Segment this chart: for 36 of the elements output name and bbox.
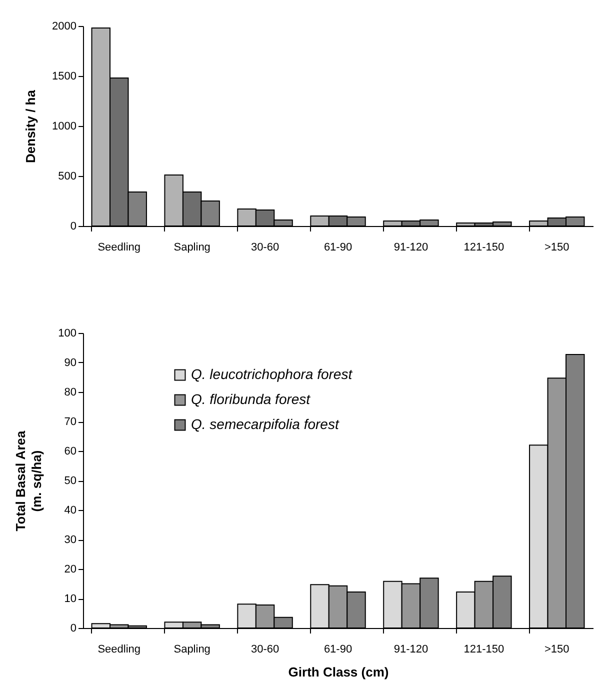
y-tick-label: 0 bbox=[70, 220, 76, 232]
x-tick-label: Seedling bbox=[98, 242, 141, 254]
y-tick-label: 20 bbox=[64, 564, 76, 576]
legend-label: Q. floribunda forest bbox=[191, 391, 312, 407]
x-tick-label: 121-150 bbox=[464, 242, 504, 254]
legend-label: Q. semecarpifolia forest bbox=[191, 416, 340, 432]
x-axis-title: Girth Class (cm) bbox=[288, 664, 389, 680]
x-tick-label: 61-90 bbox=[324, 242, 352, 254]
x-tick-label: Sapling bbox=[174, 644, 210, 656]
y-tick-label: 0 bbox=[70, 622, 76, 634]
y-tick-label: 1500 bbox=[52, 70, 76, 82]
x-tick-label: 30-60 bbox=[250, 242, 280, 254]
y-tick-label: 2000 bbox=[52, 20, 76, 32]
y-axis-title: Total Basal Area (m. sq/ha) bbox=[13, 430, 44, 532]
y-tick-label: 70 bbox=[64, 416, 76, 428]
y-tick-label: 80 bbox=[64, 386, 76, 398]
legend-label: Q. leucotrichophora forest bbox=[191, 366, 354, 382]
y-tick-label: 90 bbox=[64, 357, 76, 369]
x-tick-label: Sapling bbox=[174, 242, 210, 254]
x-tick-label: 91-120 bbox=[394, 644, 428, 656]
x-tick-label: 91-120 bbox=[394, 242, 428, 254]
y-tick-label: 40 bbox=[64, 504, 76, 516]
y-tick-label: 10 bbox=[64, 593, 76, 605]
x-tick-label: 121-150 bbox=[464, 644, 504, 656]
y-axis-title: Density / ha bbox=[23, 89, 38, 163]
x-tick-label: Seedling bbox=[98, 644, 141, 656]
y-tick-label: 30 bbox=[64, 534, 76, 546]
y-tick-label: 500 bbox=[58, 170, 76, 182]
y-tick-label: 100 bbox=[58, 328, 76, 340]
x-tick-label: >150 bbox=[544, 242, 570, 254]
y-tick-label: 50 bbox=[64, 475, 76, 487]
x-tick-label: 30-60 bbox=[250, 644, 280, 656]
x-tick-label: 61-90 bbox=[324, 644, 352, 656]
y-tick-label: 1000 bbox=[52, 120, 76, 132]
y-tick-label: 60 bbox=[64, 446, 76, 458]
x-tick-label: >150 bbox=[544, 644, 570, 656]
